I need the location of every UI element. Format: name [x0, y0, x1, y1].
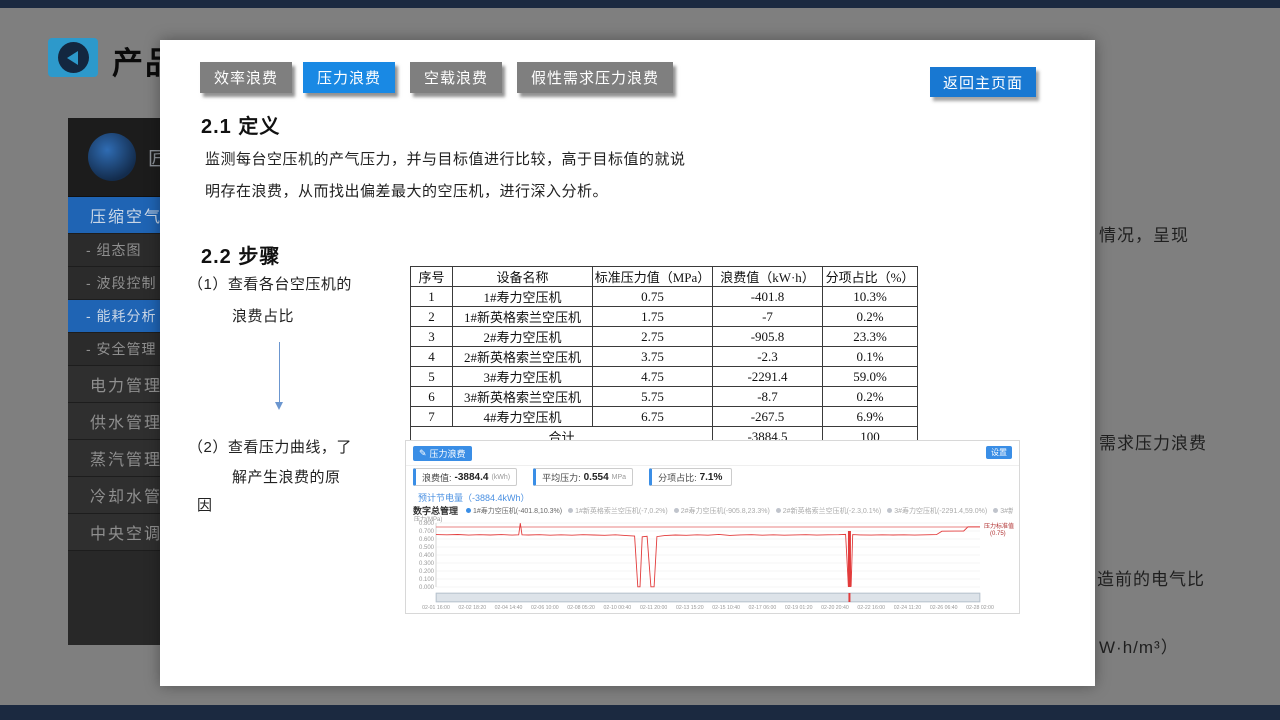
embed-stat-0: 浪费值: -3884.4 (kWh) — [413, 468, 518, 486]
step1-text-line1: （1）查看各台空压机的 — [188, 276, 352, 293]
svg-text:02-11 20:00: 02-11 20:00 — [640, 605, 667, 611]
top-window-strip — [0, 0, 1280, 8]
svg-text:02-08 05:20: 02-08 05:20 — [567, 605, 595, 611]
svg-text:02-04 14:40: 02-04 14:40 — [495, 605, 523, 611]
svg-text:02-24 11:20: 02-24 11:20 — [894, 605, 921, 611]
down-arrow-icon — [275, 342, 283, 410]
svg-text:02-26 06:40: 02-26 06:40 — [930, 605, 958, 611]
svg-text:0.300: 0.300 — [419, 561, 435, 567]
tab-false-demand-pressure-waste[interactable]: 假性需求压力浪费 — [517, 62, 673, 93]
table-row-1: 2 1#新英格索兰空压机 1.75 -7 0.2% — [410, 306, 918, 327]
table-row-2: 3 2#寿力空压机 2.75 -905.8 23.3% — [410, 326, 918, 347]
table-row-5: 6 3#新英格索兰空压机 5.75 -8.7 0.2% — [410, 386, 918, 407]
bottom-window-strip — [0, 705, 1280, 720]
slide-fragment-3: 造前的电气比 — [1097, 570, 1205, 589]
slide-fragment-4: W·h/m³） — [1099, 638, 1179, 657]
back-arrow-icon — [57, 42, 89, 73]
back-button[interactable] — [48, 38, 98, 77]
table-row-0: 1 1#寿力空压机 0.75 -401.8 10.3% — [410, 286, 918, 307]
svg-text:02-17 06:00: 02-17 06:00 — [749, 605, 777, 611]
legend-dot-icon — [775, 508, 781, 513]
brand-logo-icon — [88, 133, 136, 181]
steps-heading: 2.2 步骤 — [201, 246, 281, 268]
step1-text-line2: 浪费占比 — [232, 308, 295, 325]
overlay-panel: 效率浪费 压力浪费 空载浪费 假性需求压力浪费 返回主页面 2.1 定义 监测每… — [160, 40, 1095, 686]
legend-item-4[interactable]: 3#寿力空压机(-2291.4,59.0%) — [887, 506, 987, 516]
definition-text-line2: 明存在浪费，从而找出偏差最大的空压机，进行深入分析。 — [205, 183, 609, 200]
svg-text:0.700: 0.700 — [419, 529, 435, 535]
legend-dot-icon — [887, 508, 893, 513]
svg-text:02-15 10:40: 02-15 10:40 — [712, 605, 740, 611]
svg-text:02-19 01:20: 02-19 01:20 — [785, 605, 813, 611]
embedded-app-screenshot: ✎ 压力浪费 设置 浪费值: -3884.4 (kWh) 平均压力: 0.554 MPa 分… — [405, 440, 1020, 614]
svg-text:0.500: 0.500 — [419, 545, 435, 551]
svg-text:02-22 16:00: 02-22 16:00 — [857, 605, 885, 611]
definition-text-line1: 监测每台空压机的产气压力，并与目标值进行比较，高于目标值的就说 — [205, 151, 686, 168]
tab-efficiency-waste[interactable]: 效率浪费 — [200, 62, 292, 93]
embed-pressure-waste-badge[interactable]: ✎ 压力浪费 — [413, 446, 472, 461]
pressure-line-chart: 压力(MPa) 0.800 0.700 0.600 0.500 0.400 0.300 0.2… — [408, 515, 1017, 618]
svg-text:0.100: 0.100 — [419, 577, 435, 583]
tab-idle-waste[interactable]: 空载浪费 — [410, 62, 502, 93]
tab-pressure-waste[interactable]: 压力浪费 — [303, 62, 395, 93]
pressure-chart-svg[interactable]: 压力(MPa)0.800 0.700 0.600 0.500 0.400 0.300 0.2… — [408, 515, 1017, 613]
embed-header — [406, 441, 1019, 466]
step2-text-line1: （2）查看压力曲线，了 — [188, 439, 352, 456]
legend-title: 数字总管理 — [413, 506, 459, 516]
legend-dot-icon — [993, 508, 999, 513]
step2-text-line3: 因 — [197, 497, 213, 514]
embed-saving-link[interactable]: 预计节电量（-3884.4kWh） — [418, 493, 530, 503]
step2-text-line2: 解产生浪费的原 — [232, 469, 341, 486]
return-home-button[interactable]: 返回主页面 — [930, 67, 1036, 97]
legend-item-0[interactable]: 1#寿力空压机(-401.8,10.3%) — [466, 506, 562, 516]
svg-text:0.800: 0.800 — [419, 521, 435, 527]
legend-dot-icon — [466, 508, 472, 513]
embed-settings-button[interactable]: 设置 — [986, 446, 1012, 459]
svg-text:(0.75): (0.75) — [990, 531, 1006, 537]
svg-text:0.000: 0.000 — [419, 585, 435, 591]
table-row-3: 4 2#新英格索兰空压机 3.75 -2.3 0.1% — [410, 346, 918, 367]
svg-text:压力(MPa): 压力(MPa) — [414, 515, 442, 523]
svg-text:02-13 15:20: 02-13 15:20 — [676, 605, 704, 611]
table-row-6: 7 4#寿力空压机 6.75 -267.5 6.9% — [410, 406, 918, 427]
legend-dot-icon — [568, 508, 574, 513]
embed-stat-2: 分项占比: 7.1% — [649, 468, 733, 486]
svg-text:02-20 20:40: 02-20 20:40 — [821, 605, 849, 611]
svg-text:0.600: 0.600 — [419, 537, 435, 543]
svg-text:02-02 18:20: 02-02 18:20 — [458, 605, 486, 611]
definition-heading: 2.1 定义 — [201, 116, 281, 138]
slide-fragment-1: 情况，呈现 — [1099, 226, 1189, 245]
svg-text:02-28 02:00: 02-28 02:00 — [966, 605, 994, 611]
legend-item-1[interactable]: 1#新英格索兰空压机(-7,0.2%) — [568, 506, 668, 516]
edit-icon: ✎ — [419, 448, 427, 458]
table-row-4: 5 3#寿力空压机 4.75 -2291.4 59.0% — [410, 366, 918, 387]
svg-text:0.400: 0.400 — [419, 553, 435, 559]
svg-text:0.200: 0.200 — [419, 569, 435, 575]
legend-item-5[interactable]: 3#新英格索兰空压机(-8.7,0.2%) — [993, 506, 1013, 516]
embed-badge-label: 压力浪费 — [429, 449, 466, 459]
legend-item-3[interactable]: 2#新英格索兰空压机(-2.3,0.1%) — [775, 506, 881, 516]
svg-text:压力标准值: 压力标准值 — [984, 522, 1014, 530]
embed-stat-1: 平均压力: 0.554 MPa — [533, 468, 634, 486]
table-header-row: 序号 设备名称 标准压力值（MPa） 浪费值（kW·h） 分项占比（%） — [410, 266, 918, 287]
waste-table: 序号 设备名称 标准压力值（MPa） 浪费值（kW·h） 分项占比（%） 1 1#寿力空压机… — [410, 266, 918, 447]
svg-text:02-06 10:00: 02-06 10:00 — [531, 605, 559, 611]
svg-text:02-01 16:00: 02-01 16:00 — [422, 605, 450, 611]
embed-legend-row: 数字总管理 1#寿力空压机(-401.8,10.3%) 1#新英格索兰空压机(-7,… — [413, 504, 1013, 517]
legend-item-2[interactable]: 2#寿力空压机(-905.8,23.3%) — [673, 506, 770, 516]
legend-dot-icon — [673, 508, 679, 513]
svg-text:02-10 00:40: 02-10 00:40 — [603, 605, 631, 611]
slide-fragment-2: 需求压力浪费 — [1099, 434, 1207, 453]
embed-stats-row: 浪费值: -3884.4 (kWh) 平均压力: 0.554 MPa 分项占比: 7.1% — [413, 468, 733, 486]
